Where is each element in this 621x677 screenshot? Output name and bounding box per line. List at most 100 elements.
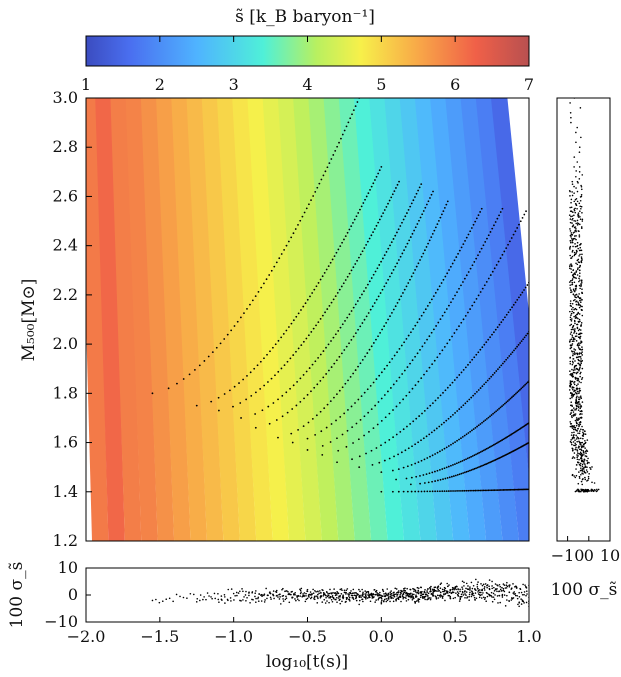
track-point — [359, 253, 362, 256]
right-residual-point — [575, 335, 578, 337]
track-point — [226, 333, 229, 336]
right-residual-point — [583, 466, 585, 469]
residual-point — [486, 595, 489, 598]
residual-point — [429, 589, 432, 591]
track-point — [272, 402, 275, 404]
track-point — [436, 223, 439, 225]
track-point — [421, 345, 424, 348]
residual-point — [339, 596, 341, 598]
track-point — [357, 438, 360, 441]
right-residual-point — [593, 489, 596, 491]
right-residual-point — [577, 347, 580, 349]
track-point — [464, 240, 466, 242]
track-point — [371, 463, 374, 466]
right-residual-point — [569, 316, 572, 319]
right-residual-point — [575, 141, 577, 144]
track-point — [463, 489, 466, 492]
right-residual-point — [579, 265, 582, 267]
right-residual-point — [572, 237, 575, 240]
track-point — [367, 192, 370, 195]
right-residual-point — [581, 445, 584, 447]
track-point — [446, 386, 449, 389]
right-residual-point — [580, 193, 583, 196]
right-residual-point — [570, 121, 572, 124]
residual-point — [437, 586, 439, 589]
right-residual-point — [573, 338, 576, 340]
track-point — [474, 392, 476, 395]
right-residual-point — [578, 255, 580, 257]
right-residual-point — [578, 318, 581, 321]
track-point — [295, 404, 298, 407]
right-residual-point — [573, 290, 576, 293]
residual-point — [442, 590, 444, 593]
residual-point — [444, 599, 446, 602]
track-point — [425, 246, 428, 248]
right-residual-point — [578, 266, 581, 269]
track-point — [434, 470, 436, 473]
track-point — [309, 295, 311, 298]
residual-point — [381, 588, 384, 591]
right-residual-point — [578, 151, 581, 153]
right-residual-point — [579, 366, 581, 369]
track-point — [428, 366, 431, 369]
right-residual-point — [581, 174, 584, 176]
residual-point — [221, 599, 223, 601]
residual-point — [349, 600, 351, 602]
residual-point — [290, 591, 293, 593]
residual-point — [390, 596, 392, 599]
residual-point — [370, 592, 373, 595]
residual-point — [348, 596, 351, 599]
residual-point — [362, 591, 364, 594]
residual-point — [444, 587, 447, 590]
track-point — [428, 335, 431, 338]
residual-point — [439, 596, 442, 598]
track-point — [457, 252, 459, 255]
track-point — [310, 331, 313, 333]
track-point — [261, 409, 264, 412]
right-residual-point — [576, 200, 579, 203]
track-point — [465, 433, 468, 436]
track-point — [410, 476, 413, 479]
track-point — [473, 467, 476, 470]
track-point — [409, 423, 412, 425]
right-residual-point — [577, 247, 580, 250]
residual-point — [477, 589, 480, 592]
main-plot-frame — [85, 97, 530, 542]
residual-point — [326, 600, 328, 602]
track-point — [466, 400, 469, 403]
residual-point — [345, 589, 348, 592]
track-point — [363, 415, 366, 418]
right-residual-point — [587, 475, 590, 478]
residual-point — [365, 591, 368, 594]
track-point — [207, 355, 210, 358]
residual-point — [426, 591, 428, 594]
track-point — [499, 211, 502, 213]
residual-point — [475, 597, 478, 600]
residual-point — [439, 587, 442, 589]
right-residual-point — [572, 358, 574, 360]
track-point — [475, 257, 478, 260]
track-point — [360, 395, 363, 398]
residual-point — [330, 592, 333, 595]
track-point — [302, 340, 305, 343]
track-point — [414, 384, 417, 387]
right-residual-point — [570, 372, 572, 375]
residual-point — [257, 600, 260, 602]
track-point — [447, 490, 450, 492]
right-residual-point — [569, 300, 572, 302]
right-residual-point — [575, 293, 578, 296]
track-point — [395, 187, 397, 189]
track-point — [410, 490, 413, 493]
track-point — [456, 376, 458, 379]
right-residual-point — [571, 302, 574, 305]
residual-point — [199, 594, 202, 596]
right-residual-point — [571, 279, 573, 282]
residual-point — [192, 593, 195, 596]
track-point — [484, 489, 487, 492]
residual-point — [391, 594, 393, 597]
track-point — [497, 260, 500, 263]
track-point — [322, 174, 325, 177]
right-residual-point — [575, 252, 578, 254]
track-point — [439, 450, 441, 453]
residual-point — [257, 596, 260, 599]
